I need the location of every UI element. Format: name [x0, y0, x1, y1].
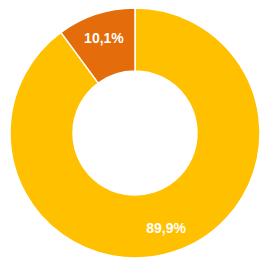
data-labels: 89,9% 10,1% — [84, 30, 186, 235]
data-label: 10,1% — [84, 30, 124, 46]
slices — [10, 8, 260, 258]
data-label: 89,9% — [146, 220, 186, 236]
slice — [61, 8, 135, 83]
chart: 89,9% 10,1% — [0, 0, 271, 263]
chart-container: 89,9% 10,1% — [0, 0, 271, 263]
slice — [10, 8, 260, 258]
